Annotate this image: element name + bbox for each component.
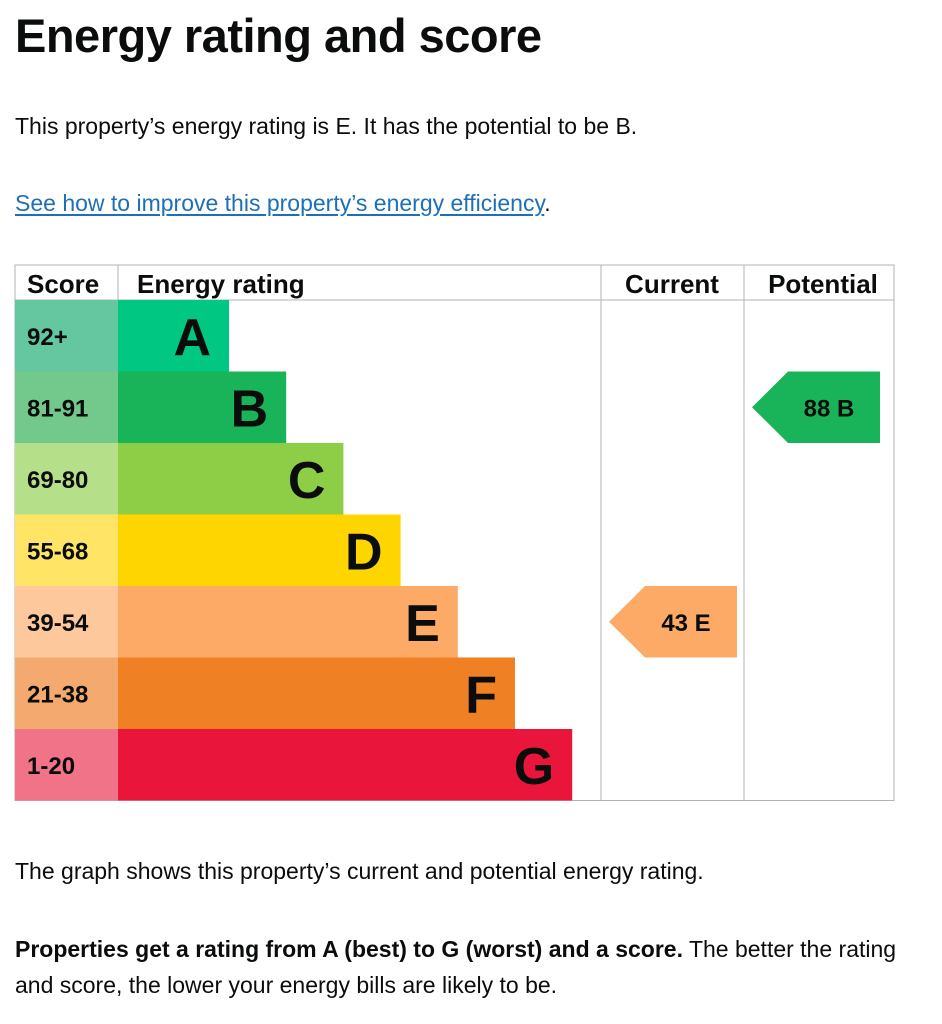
rating-letter-b: B bbox=[231, 380, 269, 438]
rating-bar-c bbox=[118, 443, 344, 515]
score-range-d: 55-68 bbox=[27, 538, 88, 565]
rating-bar-b bbox=[118, 371, 287, 443]
improve-paragraph: See how to improve this property’s energ… bbox=[15, 185, 551, 221]
score-cell-c bbox=[15, 443, 118, 515]
score-cell-f bbox=[15, 657, 118, 729]
rating-letter-g: G bbox=[514, 738, 554, 796]
chart-caption: The graph shows this property’s current … bbox=[15, 858, 704, 884]
score-range-f: 21-38 bbox=[27, 681, 88, 708]
rating-letter-f: F bbox=[465, 666, 497, 724]
current-rating-label: 43 E bbox=[661, 610, 710, 637]
rating-explanation-rest: The better the rating and score, the low… bbox=[15, 936, 897, 998]
score-cell-b bbox=[15, 371, 118, 443]
rating-letter-c: C bbox=[288, 452, 326, 510]
score-cell-g bbox=[15, 729, 118, 801]
score-cell-d bbox=[15, 514, 118, 586]
header-score: Score bbox=[27, 269, 99, 299]
rating-bar-e bbox=[118, 586, 458, 658]
rating-letter-a: A bbox=[173, 309, 211, 367]
score-range-b: 81-91 bbox=[27, 395, 88, 422]
rating-bar-a bbox=[118, 300, 229, 372]
page-title: Energy rating and score bbox=[15, 9, 542, 62]
rating-bar-g bbox=[118, 729, 573, 801]
score-cell-a bbox=[15, 300, 118, 372]
potential-rating-arrow bbox=[752, 371, 880, 443]
score-range-c: 69-80 bbox=[27, 467, 88, 494]
header-potential: Potential bbox=[768, 269, 878, 299]
score-cell-e bbox=[15, 586, 118, 658]
rating-explanation: Properties get a rating from A (best) to… bbox=[15, 931, 905, 1003]
current-rating-arrow bbox=[609, 586, 737, 658]
link-suffix: . bbox=[544, 190, 551, 216]
rating-explanation-bold: Properties get a rating from A (best) to… bbox=[15, 936, 683, 962]
rating-letter-d: D bbox=[345, 523, 383, 581]
rating-letter-e: E bbox=[405, 595, 440, 653]
score-range-g: 1-20 bbox=[27, 753, 75, 780]
header-energy-rating: Energy rating bbox=[137, 269, 305, 299]
rating-bar-d bbox=[118, 514, 401, 586]
header-current: Current bbox=[625, 269, 719, 299]
rating-bar-f bbox=[118, 657, 515, 729]
score-range-e: 39-54 bbox=[27, 610, 89, 637]
score-range-a: 92+ bbox=[27, 324, 68, 351]
improve-efficiency-link[interactable]: See how to improve this property’s energ… bbox=[15, 190, 545, 216]
intro-text: This property’s energy rating is E. It h… bbox=[15, 113, 638, 139]
potential-rating-label: 88 B bbox=[804, 395, 855, 422]
